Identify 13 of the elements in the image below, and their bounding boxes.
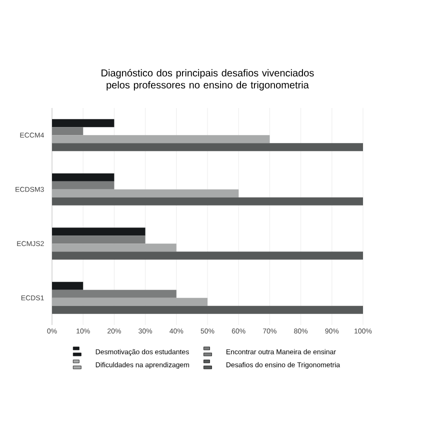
bar — [52, 143, 364, 152]
bar — [52, 282, 84, 290]
bar — [52, 228, 146, 236]
bar — [52, 290, 176, 298]
chart-title: Diagnóstico dos principais desafios vivenciados pelos professores no ensino de trigonometria — [102, 69, 314, 90]
bar — [52, 252, 364, 260]
bar — [52, 173, 114, 182]
bar — [52, 119, 114, 128]
bar — [52, 197, 364, 206]
bar — [52, 181, 114, 190]
bar — [52, 127, 84, 136]
bar — [52, 236, 146, 244]
bar — [52, 306, 364, 314]
